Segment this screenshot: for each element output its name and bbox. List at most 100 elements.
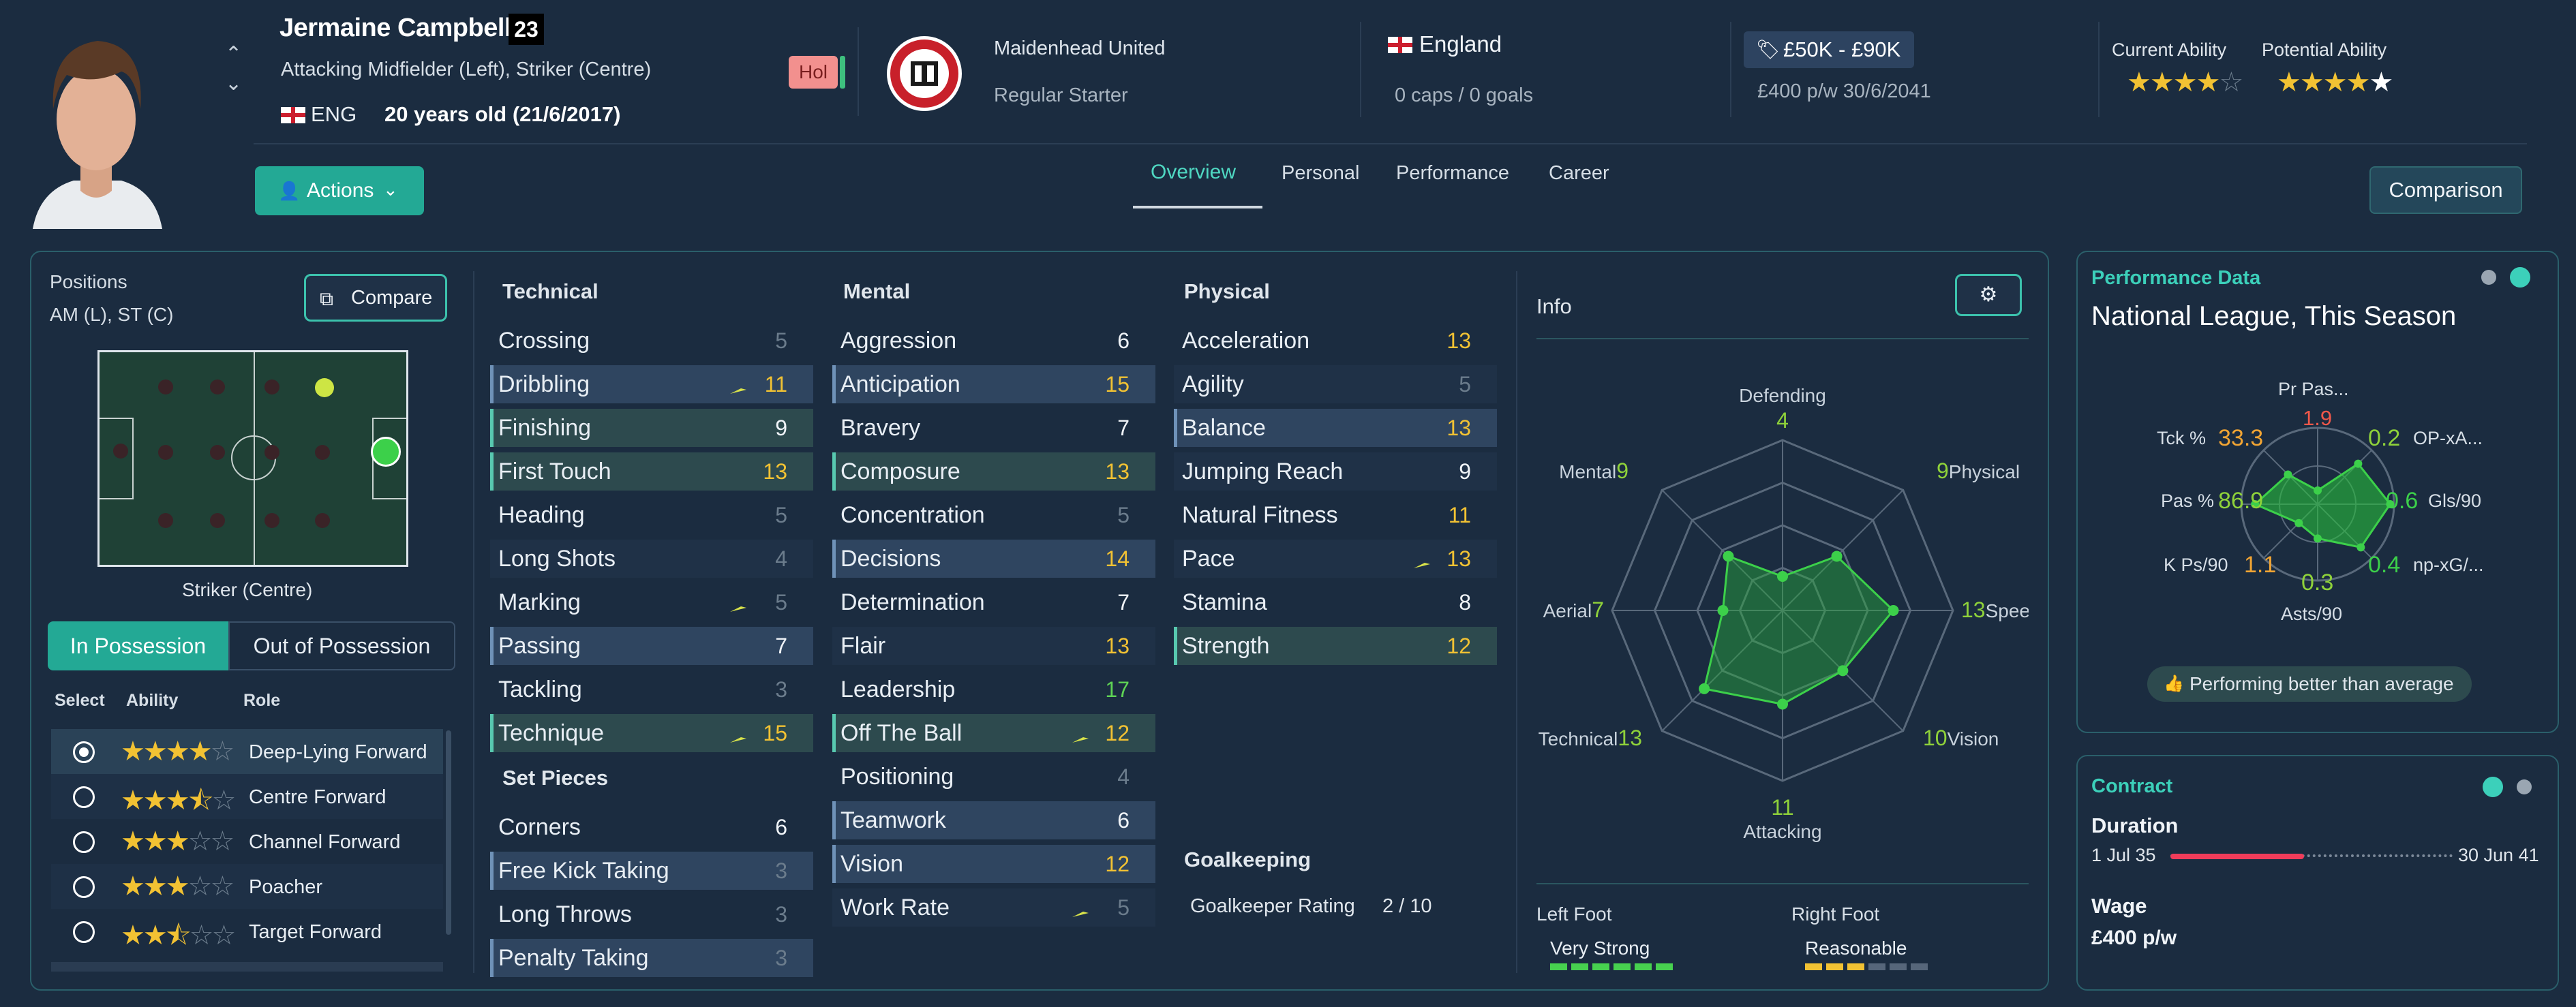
roles-scrollbar[interactable] — [446, 730, 451, 935]
tab-performance[interactable]: Performance — [1396, 162, 1510, 184]
attribute-row[interactable]: Composure 13 — [832, 452, 1155, 491]
attribute-name: Teamwork — [840, 807, 946, 833]
role-row[interactable]: ★★⯪☆☆ Target Forward — [51, 909, 443, 954]
tab-career[interactable]: Career — [1549, 162, 1609, 184]
attribute-name: Crossing — [498, 327, 590, 354]
header-rule — [254, 143, 2527, 144]
attribute-row[interactable]: Penalty Taking 3 — [490, 939, 813, 977]
attribute-row[interactable]: First Touch 13 — [490, 452, 813, 491]
attribute-row[interactable]: Vision 12 — [832, 845, 1155, 883]
radio-selected[interactable] — [73, 741, 95, 763]
attribute-name: Aggression — [840, 327, 957, 354]
nav-down-icon[interactable]: ⌃ — [225, 70, 243, 93]
compare-button[interactable]: ⧉ Compare — [304, 274, 447, 322]
attribute-name: Natural Fitness — [1182, 501, 1338, 528]
attribute-row[interactable]: Long Shots 4 — [490, 540, 813, 578]
attribute-row[interactable]: Stamina 8 — [1174, 583, 1497, 621]
attribute-row[interactable]: Concentration 5 — [832, 496, 1155, 534]
left-foot-bar — [1550, 963, 1673, 970]
attribute-name: Acceleration — [1182, 327, 1310, 354]
current-ability-stars: ★★★★☆ — [2127, 67, 2243, 97]
attribute-row[interactable]: Natural Fitness 11 — [1174, 496, 1497, 534]
attribute-name: Work Rate — [840, 894, 950, 920]
attribute-value: 11 — [764, 371, 787, 397]
tab-in-possession[interactable]: In Possession — [48, 621, 228, 670]
club-name[interactable]: Maidenhead United — [994, 37, 1166, 59]
role-stars: ★★★☆☆ — [121, 871, 234, 901]
attribute-row[interactable]: Corners 6 — [490, 808, 813, 846]
attribute-row[interactable]: Leadership 17 — [832, 670, 1155, 709]
attribute-row[interactable]: Aggression 6 — [832, 322, 1155, 360]
attribute-row[interactable]: Strength 12 — [1174, 627, 1497, 665]
attribute-value: 13 — [1446, 546, 1471, 571]
tab-out-of-possession[interactable]: Out of Possession — [228, 621, 455, 670]
attribute-row[interactable]: Free Kick Taking 3 — [490, 852, 813, 890]
positions-title: Positions — [50, 271, 127, 292]
role-row[interactable]: ★★★☆☆ Poacher — [51, 864, 443, 909]
nav-up-icon[interactable]: ⌃ — [225, 43, 243, 65]
comparison-button[interactable]: Comparison — [2369, 166, 2522, 214]
attribute-row[interactable]: Anticipation 15 — [832, 365, 1155, 403]
radio-unselected[interactable] — [73, 786, 95, 808]
position-st-centre-marker[interactable] — [371, 437, 401, 467]
attribute-value: 6 — [1117, 328, 1130, 353]
attribute-name: Strength — [1182, 632, 1270, 659]
attribute-row[interactable]: Tackling 3 — [490, 670, 813, 709]
actions-button[interactable]: 👤 Actions ⌄ — [255, 166, 424, 215]
role-stars: ★★★★☆ — [121, 737, 234, 766]
nation-name[interactable]: England — [1419, 31, 1502, 57]
player-tag[interactable]: Hol — [789, 56, 838, 89]
page-dot-inactive[interactable] — [2481, 270, 2496, 285]
attribute-row[interactable]: Passing 7 — [490, 627, 813, 665]
role-row[interactable]: ★★★★☆ Deep-Lying Forward — [51, 729, 443, 774]
attribute-row[interactable]: Heading 5 — [490, 496, 813, 534]
stat-npxg-value: 0.4 — [2368, 552, 2401, 578]
attribute-value: 5 — [1117, 895, 1130, 920]
radio-unselected[interactable] — [73, 831, 95, 853]
attribute-row[interactable]: Balance 13 — [1174, 409, 1497, 447]
page-dot-inactive[interactable] — [2517, 779, 2532, 794]
player-positions: Attacking Midfielder (Left), Striker (Ce… — [281, 59, 652, 80]
role-row[interactable]: ★★★⯪☆ Centre Forward — [51, 774, 443, 819]
attribute-name: Corners — [498, 814, 581, 840]
attribute-row[interactable]: Finishing 9 — [490, 409, 813, 447]
page-dot-active[interactable] — [2510, 267, 2530, 288]
attribute-row[interactable]: Agility 5 — [1174, 365, 1497, 403]
header-select: Select — [55, 691, 105, 710]
radio-unselected[interactable] — [73, 876, 95, 898]
info-rule — [1536, 338, 2029, 339]
attribute-row[interactable]: Flair 13 — [832, 627, 1155, 665]
header-role: Role — [243, 691, 281, 710]
attribute-row[interactable]: Technique 15 — [490, 714, 813, 752]
attribute-row[interactable]: Bravery 7 — [832, 409, 1155, 447]
attribute-row[interactable]: Decisions 14 — [832, 540, 1155, 578]
attribute-row[interactable]: Off The Ball 12 — [832, 714, 1155, 752]
technical-title: Technical — [502, 279, 598, 303]
tab-personal[interactable]: Personal — [1282, 162, 1360, 184]
trend-arrow-icon — [1071, 899, 1093, 926]
info-rule — [1536, 883, 2029, 884]
info-settings-button[interactable]: ⚙ — [1955, 274, 2022, 316]
attribute-row[interactable]: Marking 5 — [490, 583, 813, 621]
attribute-row[interactable]: Positioning 4 — [832, 758, 1155, 796]
attribute-value: 3 — [775, 901, 787, 927]
radar-axis-label-physical: 9Physical — [1937, 459, 2020, 483]
attribute-name: Off The Ball — [840, 719, 963, 746]
attribute-row[interactable]: Crossing 5 — [490, 322, 813, 360]
attribute-row[interactable]: Pace 13 — [1174, 540, 1497, 578]
tab-overview[interactable]: Overview — [1151, 161, 1237, 183]
attribute-row[interactable]: Jumping Reach 9 — [1174, 452, 1497, 491]
attribute-row[interactable]: Teamwork 6 — [832, 801, 1155, 839]
attribute-name: Passing — [498, 632, 581, 659]
attribute-row[interactable]: Long Throws 3 — [490, 895, 813, 933]
attribute-row[interactable]: Work Rate 5 — [832, 888, 1155, 927]
page-dot-active[interactable] — [2483, 777, 2503, 797]
england-flag-icon — [281, 107, 305, 123]
attribute-row[interactable]: Dribbling 11 — [490, 365, 813, 403]
attribute-row[interactable]: Acceleration 13 — [1174, 322, 1497, 360]
role-row[interactable]: ★★★☆☆ Channel Forward — [51, 819, 443, 864]
radio-unselected[interactable] — [73, 921, 95, 943]
attribute-name: Penalty Taking — [498, 944, 649, 971]
attribute-value: 12 — [1105, 851, 1130, 876]
attribute-row[interactable]: Determination 7 — [832, 583, 1155, 621]
